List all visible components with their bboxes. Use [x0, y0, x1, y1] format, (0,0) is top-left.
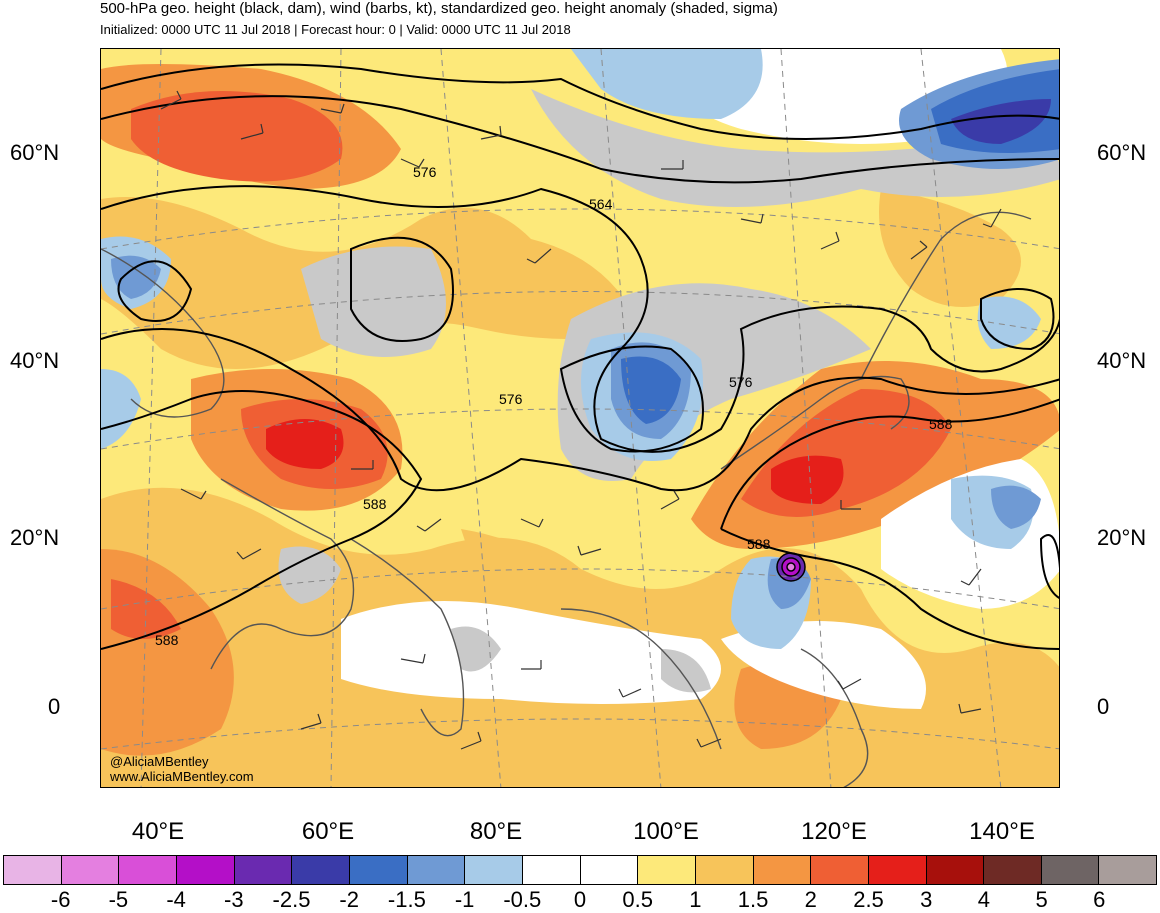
colorbar-swatch: [695, 856, 754, 884]
lat-label-right: 20°N: [1097, 525, 1147, 550]
colorbar-tick-label: -1: [454, 887, 475, 912]
lon-label: 60°E: [301, 818, 355, 845]
colorbar-swatch: [176, 856, 235, 884]
map-subtitle: Initialized: 0000 UTC 11 Jul 2018 | Fore…: [100, 22, 571, 37]
colorbar-swatch: [868, 856, 927, 884]
colorbar-tick-label: -5: [108, 887, 129, 912]
lon-label: 120°E: [801, 818, 867, 845]
colorbar-tick-label: 3: [920, 887, 933, 912]
lon-label: 100°E: [633, 818, 699, 845]
colorbar-swatch: [234, 856, 293, 884]
colorbar-tick-label: 0: [573, 887, 587, 912]
contour-label: 588: [363, 496, 387, 512]
colorbar-tick-label: 6: [1093, 887, 1106, 912]
colorbar-swatch: [580, 856, 639, 884]
colorbar-tick-label: -4: [166, 887, 186, 912]
colorbar-swatch: [1041, 856, 1100, 884]
typhoon-anomaly: [777, 553, 805, 581]
colorbar-tick-label: -6: [50, 887, 71, 912]
lat-label-left: 20°N: [10, 525, 60, 550]
contour-label: 576: [499, 391, 523, 407]
colorbar-swatch: [119, 856, 177, 884]
colorbar-swatch: [522, 856, 581, 884]
colorbar-swatch: [4, 856, 62, 884]
lon-label: 40°E: [131, 818, 185, 845]
colorbar-tick-label: 2: [804, 887, 817, 912]
colorbar-swatch: [638, 856, 696, 884]
lat-label-left: 40°N: [10, 348, 60, 373]
colorbar-tick-label: 1.5: [737, 887, 769, 912]
height-contours: [101, 63, 1059, 650]
map-title: 500-hPa geo. height (black, dam), wind (…: [100, 0, 778, 17]
lat-label-left: 0: [48, 694, 61, 719]
lon-label: 80°E: [469, 818, 523, 845]
colorbar-tick-label: -2: [339, 887, 359, 912]
contour-label: 576: [729, 374, 753, 390]
colorbar-swatch: [1099, 856, 1157, 884]
colorbar-swatch: [407, 856, 466, 884]
lat-label-right: 0: [1097, 694, 1110, 719]
colorbar-tick-label: 5: [1035, 887, 1048, 912]
anomaly-2.5-3-region: [266, 419, 844, 504]
typhoon-contours: [776, 552, 806, 582]
colorbar-tick-label: -0.5: [503, 887, 542, 912]
lat-label-right: 40°N: [1097, 348, 1147, 373]
anomaly-neg2-2.5-region: [951, 99, 1051, 144]
colorbar-tick-label: 2.5: [853, 887, 884, 912]
map-panel: 576 564 576 576 588 588 588 588: [100, 48, 1060, 788]
colorbar-tick-label: -2.5: [272, 887, 311, 912]
contour-label: 564: [589, 196, 613, 212]
colorbar-swatch: [811, 856, 869, 884]
credit-handle: @AliciaMBentley: [110, 754, 209, 769]
colorbar-tick-label: 4: [977, 887, 991, 912]
colorbar-swatch: [349, 856, 408, 884]
contour-label: 588: [929, 416, 953, 432]
colorbar-swatch: [465, 856, 523, 884]
colorbar-swatch: [984, 856, 1042, 884]
anomaly-field: 576 564 576 576 588 588 588 588: [101, 49, 1059, 787]
credit-url: www.AliciaMBentley.com: [110, 769, 254, 784]
colorbar-tick-label: 0.5: [622, 887, 653, 912]
lat-label-right: 60°N: [1097, 140, 1147, 165]
lat-label-left: 60°N: [10, 140, 60, 165]
colorbar-tick-label: -3: [224, 887, 244, 912]
wind-barbs: [160, 90, 1002, 750]
colorbar-swatch: [926, 856, 985, 884]
contour-label: 588: [155, 632, 179, 648]
colorbar-tick-label: 1: [689, 887, 702, 912]
colorbar-swatch: [292, 856, 350, 884]
lon-label: 140°E: [969, 818, 1035, 845]
colorbar-swatch: [61, 856, 120, 884]
contour-label: 588: [747, 536, 771, 552]
colorbar-swatch: [753, 856, 812, 884]
colorbar-tick-label: -1.5: [387, 887, 426, 912]
graticule: [101, 49, 1059, 787]
colorbar: [3, 855, 1157, 885]
contour-label: 576: [413, 164, 437, 180]
